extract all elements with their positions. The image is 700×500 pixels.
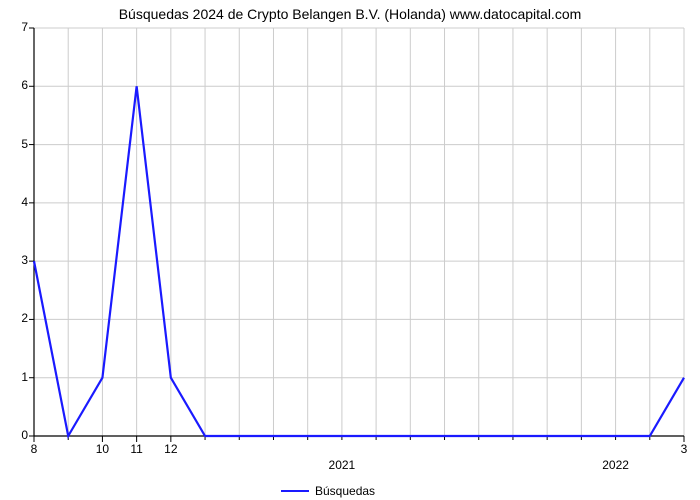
legend-swatch	[281, 490, 309, 492]
plot-area	[34, 28, 684, 436]
x-tick-label: 8	[19, 442, 49, 456]
chart-title: Búsquedas 2024 de Crypto Belangen B.V. (…	[0, 6, 700, 22]
y-tick-label: 4	[4, 195, 28, 209]
x-group-label: 2022	[586, 458, 646, 472]
y-tick-label: 2	[4, 311, 28, 325]
y-tick-label: 0	[4, 428, 28, 442]
legend-label: Búsquedas	[315, 484, 375, 498]
y-tick-label: 7	[4, 20, 28, 34]
x-tick-label: 3	[669, 442, 699, 456]
x-tick-label: 10	[87, 442, 117, 456]
x-tick-label: 12	[156, 442, 186, 456]
x-tick-label: 11	[122, 442, 152, 456]
line-chart: Búsquedas 2024 de Crypto Belangen B.V. (…	[0, 0, 700, 500]
x-group-label: 2021	[312, 458, 372, 472]
y-tick-label: 1	[4, 370, 28, 384]
y-tick-label: 5	[4, 137, 28, 151]
y-tick-label: 3	[4, 253, 28, 267]
legend: Búsquedas	[281, 484, 375, 498]
y-tick-label: 6	[4, 78, 28, 92]
